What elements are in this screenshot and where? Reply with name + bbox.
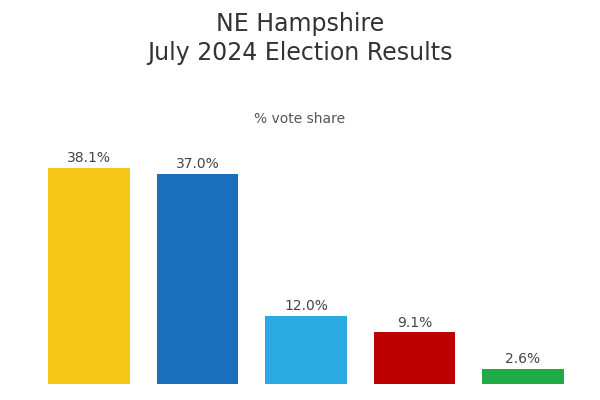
Text: 12.0%: 12.0%	[284, 299, 328, 313]
Text: % vote share: % vote share	[254, 112, 346, 126]
Bar	[157, 174, 238, 384]
Text: 2.6%: 2.6%	[505, 352, 541, 366]
Text: 9.1%: 9.1%	[397, 316, 432, 330]
Text: NE Hampshire
July 2024 Election Results: NE Hampshire July 2024 Election Results	[147, 12, 453, 65]
Bar	[374, 332, 455, 384]
Text: 37.0%: 37.0%	[176, 157, 220, 171]
Bar	[49, 168, 130, 384]
Bar	[265, 316, 347, 384]
Bar	[482, 369, 563, 384]
Text: 38.1%: 38.1%	[67, 151, 111, 165]
